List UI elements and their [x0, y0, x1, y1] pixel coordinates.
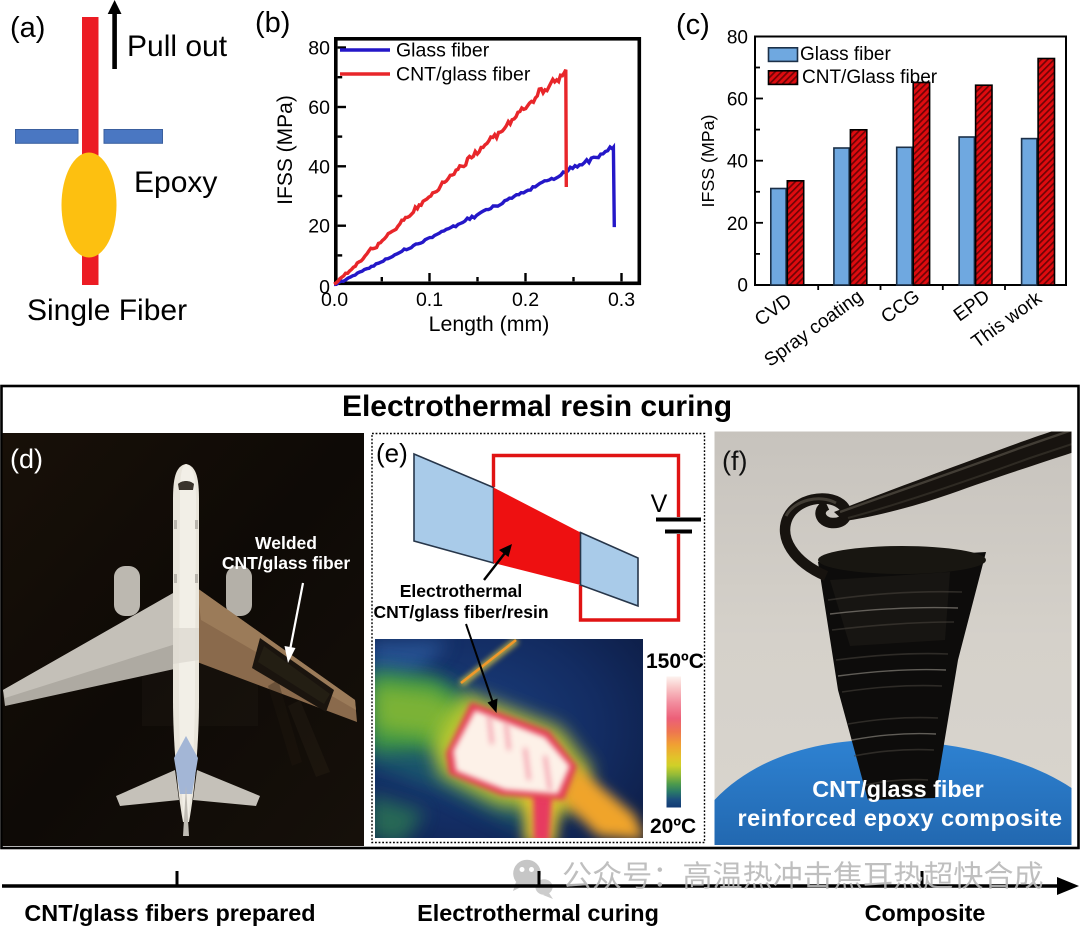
- svg-text:20: 20: [308, 216, 330, 238]
- svg-text:reinforced epoxy composite: reinforced epoxy composite: [738, 805, 1063, 831]
- svg-text:80: 80: [308, 38, 330, 60]
- svg-text:Single Fiber: Single Fiber: [27, 294, 187, 327]
- svg-text:IFSS (MPa): IFSS (MPa): [274, 95, 297, 205]
- svg-text:IFSS (MPa): IFSS (MPa): [698, 115, 718, 208]
- svg-text:CNT/glass fibers prepared: CNT/glass fibers prepared: [24, 900, 315, 926]
- svg-text:Glass fiber: Glass fiber: [396, 40, 490, 62]
- svg-text:0.1: 0.1: [416, 289, 443, 311]
- svg-text:0.3: 0.3: [608, 289, 635, 311]
- svg-text:60: 60: [727, 90, 748, 111]
- svg-text:0.0: 0.0: [321, 289, 348, 311]
- svg-text:(e): (e): [376, 438, 408, 468]
- svg-text:40: 40: [308, 156, 330, 178]
- svg-text:CVD: CVD: [751, 290, 796, 331]
- svg-text:(d): (d): [10, 444, 43, 474]
- svg-text:60: 60: [308, 97, 330, 119]
- svg-text:CNT/glass fiber: CNT/glass fiber: [396, 64, 531, 86]
- svg-text:CNT/Glass fiber: CNT/Glass fiber: [802, 67, 938, 88]
- svg-text:Pull out: Pull out: [127, 30, 228, 63]
- svg-text:80: 80: [727, 28, 748, 49]
- svg-text:CNT/glass fiber: CNT/glass fiber: [812, 776, 984, 802]
- svg-text:Electrothermal: Electrothermal: [400, 581, 523, 601]
- svg-text:V: V: [651, 490, 668, 518]
- svg-text:(b): (b): [255, 7, 290, 39]
- svg-text:CNT/glass fiber/resin: CNT/glass fiber/resin: [373, 602, 548, 622]
- svg-text:20ºC: 20ºC: [650, 815, 696, 838]
- svg-text:Electrothermal curing: Electrothermal curing: [417, 900, 659, 926]
- svg-text:40: 40: [727, 152, 748, 173]
- svg-text:Electrothermal resin curing: Electrothermal resin curing: [342, 390, 732, 423]
- svg-text:Epoxy: Epoxy: [134, 166, 217, 199]
- svg-text:CNT/glass fiber: CNT/glass fiber: [222, 553, 351, 573]
- svg-text:0: 0: [319, 277, 330, 299]
- svg-text:Glass fiber: Glass fiber: [800, 44, 891, 65]
- svg-text:CCG: CCG: [877, 286, 924, 328]
- svg-text:(a): (a): [10, 12, 45, 44]
- svg-text:Length (mm): Length (mm): [429, 312, 550, 336]
- svg-text:(c): (c): [676, 9, 710, 41]
- svg-text:(f): (f): [722, 446, 747, 476]
- svg-text:Welded: Welded: [255, 533, 317, 553]
- svg-text:20: 20: [727, 214, 748, 235]
- svg-text:150ºC: 150ºC: [646, 650, 704, 673]
- svg-text:Composite: Composite: [865, 900, 986, 926]
- svg-text:0: 0: [737, 276, 748, 297]
- svg-text:EPD: EPD: [950, 286, 994, 326]
- svg-text:0.2: 0.2: [512, 289, 539, 311]
